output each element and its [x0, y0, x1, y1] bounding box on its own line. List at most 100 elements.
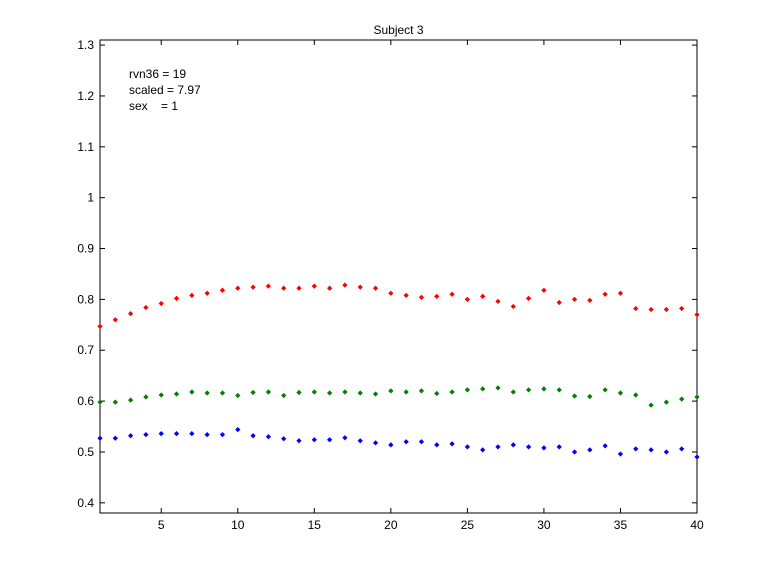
data-point: [617, 451, 624, 457]
data-point: [525, 444, 532, 450]
data-point: [663, 449, 670, 455]
data-point: [326, 285, 333, 291]
data-point: [449, 291, 455, 297]
data-point: [342, 282, 348, 288]
data-point: [296, 285, 302, 291]
data-point: [449, 389, 455, 395]
data-point: [265, 283, 272, 289]
data-point: [204, 390, 210, 396]
annotation-line: rvn36 = 19: [129, 67, 186, 81]
data-point: [235, 426, 241, 433]
annotation-line: sex = 1: [129, 99, 178, 113]
data-point: [694, 394, 700, 400]
data-point: [480, 447, 486, 453]
data-point: [97, 399, 103, 405]
data-point: [556, 444, 562, 450]
data-point: [250, 284, 256, 290]
data-point: [158, 431, 164, 437]
data-point: [403, 389, 409, 395]
data-point: [219, 432, 226, 438]
data-point: [219, 390, 226, 396]
data-point: [434, 293, 440, 299]
data-point: [418, 294, 425, 300]
data-point: [617, 390, 624, 396]
y-tick-label: 1.1: [77, 140, 94, 154]
data-point: [189, 292, 195, 298]
y-tick-label: 1.3: [77, 38, 94, 52]
data-point: [480, 293, 486, 299]
data-point: [112, 317, 118, 323]
data-point: [372, 440, 379, 446]
data-point: [587, 393, 593, 400]
data-point: [311, 389, 317, 395]
data-point: [694, 312, 700, 318]
data-point: [388, 442, 394, 448]
data-point: [495, 385, 501, 391]
y-tick-label: 0.9: [77, 242, 94, 256]
data-point: [525, 387, 532, 393]
data-point: [434, 442, 440, 448]
data-point: [449, 441, 455, 447]
data-point: [204, 290, 210, 296]
data-point: [342, 389, 348, 395]
data-point: [679, 446, 685, 452]
data-point: [663, 306, 670, 313]
data-point: [281, 285, 287, 291]
data-point: [587, 297, 593, 304]
data-point: [342, 435, 348, 441]
data-point: [143, 304, 149, 311]
data-point: [311, 283, 317, 289]
data-point: [541, 445, 547, 451]
data-point: [127, 397, 134, 403]
data-point: [556, 299, 562, 306]
x-tick-label: 20: [384, 518, 398, 532]
data-point: [648, 447, 654, 453]
data-point: [281, 436, 287, 442]
data-point: [112, 435, 118, 441]
data-point: [357, 390, 363, 396]
data-point: [571, 296, 578, 303]
data-point: [495, 298, 501, 305]
data-point: [296, 438, 302, 444]
y-tick-label: 1.2: [77, 89, 94, 103]
data-point: [571, 449, 578, 455]
data-point: [97, 435, 103, 441]
data-point: [127, 311, 134, 317]
data-point: [372, 285, 379, 291]
y-tick-label: 0.4: [77, 496, 94, 510]
plot-area: [99, 39, 698, 514]
y-tick-label: 0.5: [77, 445, 94, 459]
data-point: [97, 323, 103, 329]
data-point: [326, 437, 333, 443]
data-point: [556, 387, 562, 393]
data-point: [143, 432, 149, 438]
data-point: [204, 432, 210, 438]
data-point: [281, 392, 287, 399]
data-point: [158, 392, 164, 398]
data-point: [403, 439, 409, 445]
data-point: [694, 454, 700, 460]
x-tick-label: 25: [461, 518, 475, 532]
data-point: [173, 431, 180, 437]
x-tick-label: 15: [308, 518, 322, 532]
data-point: [189, 431, 195, 437]
annotation-line: scaled = 7.97: [129, 83, 201, 97]
axis-ticks: 5 10 15 20 25 30 35 40 0.4 0.5 0.6 0.7 0.8 0.9 1 1.1 1.2…: [77, 38, 704, 532]
data-point: [143, 394, 149, 400]
data-point: [219, 287, 226, 293]
data-point: [372, 391, 379, 397]
data-point: [648, 402, 654, 408]
data-point: [541, 386, 547, 392]
data-point: [480, 386, 486, 392]
annotation-box: rvn36 = 19 scaled = 7.97 sex = 1: [129, 67, 201, 113]
data-point: [388, 290, 394, 296]
data-point: [541, 287, 547, 293]
x-tick-label: 10: [231, 518, 245, 532]
data-point: [418, 388, 425, 394]
data-point: [112, 399, 118, 405]
data-point: [633, 392, 639, 398]
x-tick-label: 30: [537, 518, 551, 532]
data-point: [602, 291, 608, 297]
y-tick-label: 1: [87, 191, 94, 205]
